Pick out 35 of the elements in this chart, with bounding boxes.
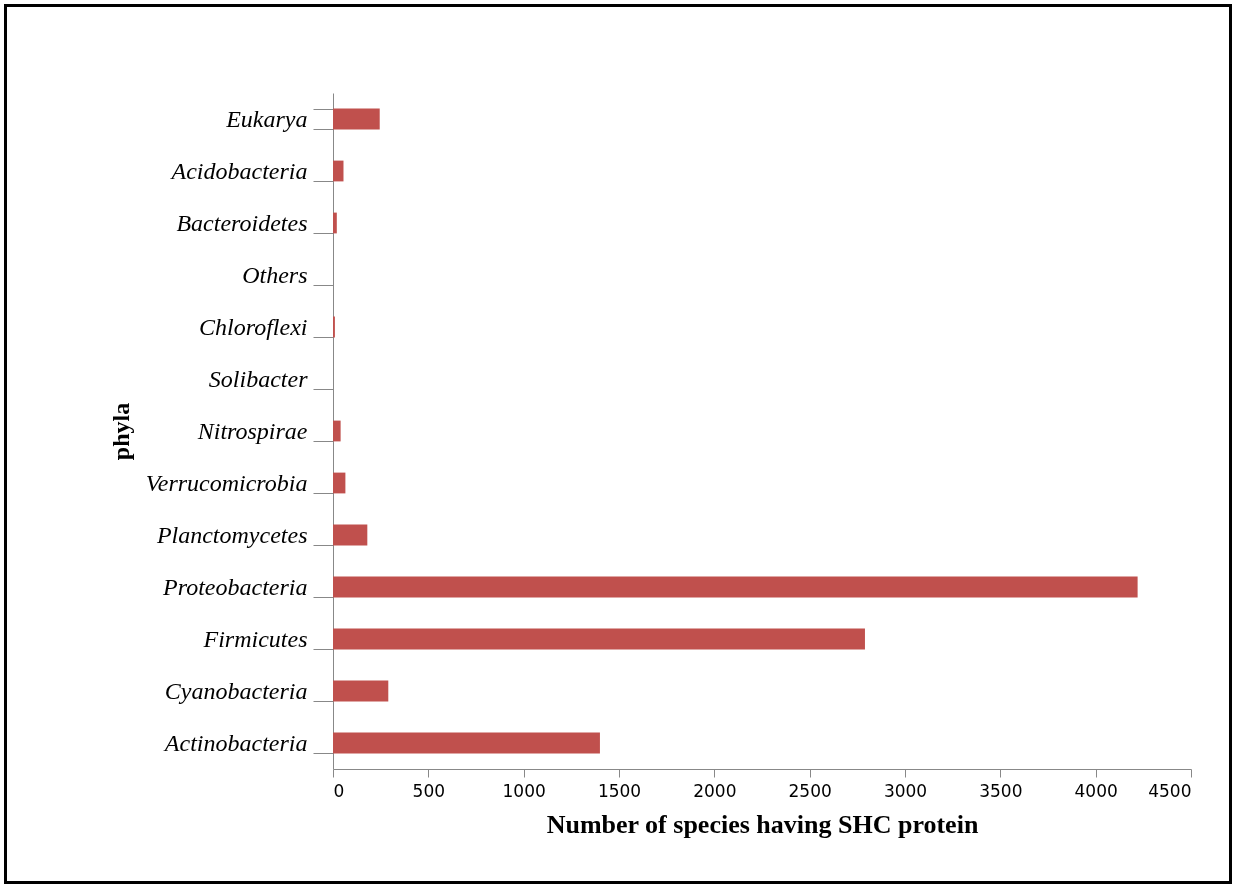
bar: [333, 108, 380, 130]
x-tick-label: 3000: [883, 780, 928, 801]
bar: [333, 472, 346, 494]
bar: [333, 732, 600, 754]
x-tick-label: 4000: [1074, 780, 1118, 801]
y-tick-label: Others: [242, 261, 308, 288]
y-tick-label: Eukarya: [225, 105, 308, 132]
x-tick-label: 2000: [693, 780, 737, 801]
y-tick-label: Bacteroidetes: [176, 209, 308, 236]
y-tick-label: Cyanobacteria: [164, 677, 308, 704]
y-tick-label: Acidobacteria: [169, 157, 308, 184]
y-tick-label: Planctomycetes: [155, 521, 308, 548]
y-tick-label: Proteobacteria: [162, 573, 308, 600]
x-tick-label: 4500: [1148, 780, 1192, 801]
x-tick-label: 3500: [979, 780, 1023, 801]
bar: [333, 212, 337, 234]
x-tick-label: 0: [333, 780, 345, 801]
x-tick-label: 1500: [597, 780, 642, 801]
bar: [333, 160, 344, 182]
x-tick-label: 2500: [788, 780, 832, 801]
bar: [333, 420, 341, 442]
x-tick-label: 1000: [502, 780, 546, 801]
y-tick-label: Nitrospirae: [196, 417, 308, 444]
y-tick-label: Chloroflexi: [199, 313, 308, 340]
y-tick-label: Solibacter: [208, 365, 309, 392]
bar: [333, 576, 1138, 598]
bar: [333, 628, 865, 650]
x-axis-title: Number of species having SHC protein: [546, 809, 979, 839]
y-tick-label: Verrucomicrobia: [145, 469, 308, 496]
bar: [333, 524, 368, 546]
y-tick-label: Firmicutes: [202, 625, 308, 652]
x-tick-label: 500: [412, 780, 446, 801]
bar: [333, 680, 389, 702]
y-axis-title: phyla: [107, 402, 134, 461]
y-tick-label: Actinobacteria: [162, 729, 308, 756]
